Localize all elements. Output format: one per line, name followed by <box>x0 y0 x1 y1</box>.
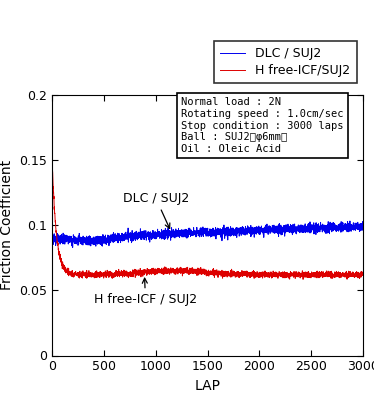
H free-ICF/SUJ2 <box>169 269 174 274</box>
DLC / SUJ2 <box>50 239 55 244</box>
H free-ICF/SUJ2 <box>104 273 108 278</box>
Line: DLC / SUJ2: DLC / SUJ2 <box>52 221 363 247</box>
H free-ICF/SUJ2 <box>321 273 326 278</box>
DLC / SUJ2 <box>361 228 365 233</box>
H free-ICF/SUJ2 <box>361 272 365 276</box>
DLC / SUJ2 <box>86 239 90 244</box>
Text: DLC / SUJ2: DLC / SUJ2 <box>123 192 189 229</box>
Line: H free-ICF/SUJ2: H free-ICF/SUJ2 <box>52 170 363 279</box>
DLC / SUJ2 <box>348 219 352 224</box>
H free-ICF/SUJ2 <box>301 277 305 282</box>
DLC / SUJ2 <box>104 239 108 244</box>
Legend: DLC / SUJ2, H free-ICF/SUJ2: DLC / SUJ2, H free-ICF/SUJ2 <box>214 41 356 83</box>
H free-ICF/SUJ2 <box>86 273 90 277</box>
DLC / SUJ2 <box>321 223 326 228</box>
H free-ICF/SUJ2 <box>50 167 55 172</box>
Text: H free-ICF / SUJ2: H free-ICF / SUJ2 <box>94 278 197 307</box>
DLC / SUJ2 <box>355 227 359 231</box>
DLC / SUJ2 <box>169 225 174 230</box>
DLC / SUJ2 <box>70 245 75 250</box>
DLC / SUJ2 <box>183 231 187 236</box>
Y-axis label: Friction Coefficient: Friction Coefficient <box>0 160 14 290</box>
H free-ICF/SUJ2 <box>183 267 187 272</box>
Text: Normal load : 2N
Rotating speed : 1.0cm/sec
Stop condition : 3000 laps
Ball : SU: Normal load : 2N Rotating speed : 1.0cm/… <box>181 98 344 154</box>
H free-ICF/SUJ2 <box>355 271 359 276</box>
X-axis label: LAP: LAP <box>194 379 221 393</box>
